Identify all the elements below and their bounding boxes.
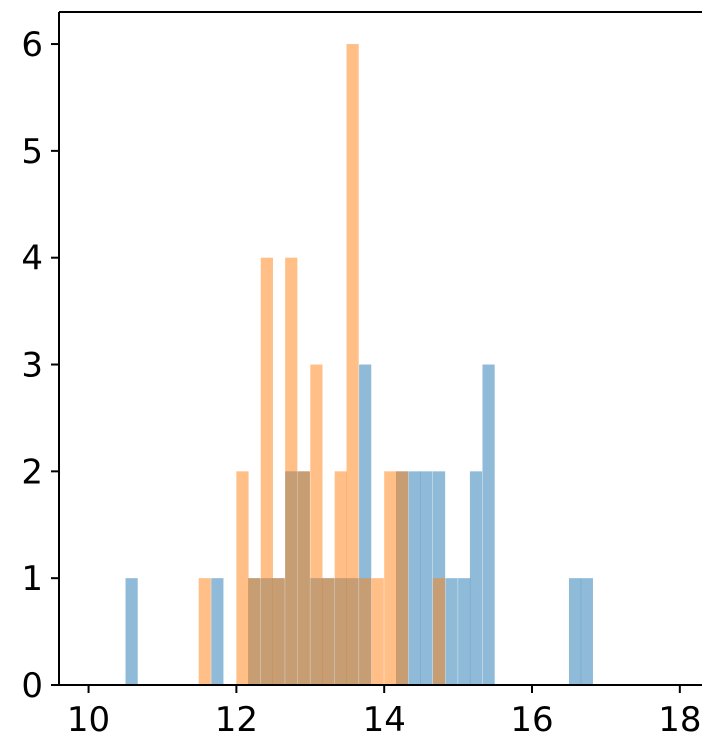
bar-orange-9 xyxy=(334,471,347,685)
bar-orange-11 xyxy=(359,578,372,685)
bar-orange-14 xyxy=(396,471,409,685)
y-axis-ticks: 0 1 2 3 4 5 6 xyxy=(21,25,59,706)
series-orange-bars xyxy=(198,44,446,686)
bar-orange-8 xyxy=(322,578,335,685)
bar-orange-0 xyxy=(198,578,211,685)
bar-orange-2 xyxy=(248,578,261,685)
x-tick-label: 12 xyxy=(215,700,258,740)
bar-orange-3 xyxy=(260,257,273,685)
x-tick-label: 10 xyxy=(67,700,110,740)
x-tick-label: 14 xyxy=(363,700,406,740)
bar-blue-17 xyxy=(458,578,471,685)
bar-orange-5 xyxy=(285,257,298,685)
bar-orange-1 xyxy=(236,471,249,685)
y-tick-label: 4 xyxy=(21,239,43,279)
x-axis-ticks: 10 12 14 16 18 xyxy=(67,685,701,740)
bar-blue-13 xyxy=(408,471,421,685)
y-tick-label: 2 xyxy=(21,452,43,492)
x-tick-label: 16 xyxy=(510,700,553,740)
bar-orange-4 xyxy=(272,578,285,685)
x-tick-label: 18 xyxy=(658,700,701,740)
bar-blue-19 xyxy=(482,364,495,685)
bar-blue-16 xyxy=(445,578,458,685)
bar-blue-21 xyxy=(580,578,593,685)
bar-blue-1 xyxy=(211,578,224,685)
bar-orange-6 xyxy=(297,471,310,685)
y-tick-label: 3 xyxy=(21,346,43,386)
bar-orange-12 xyxy=(371,578,384,685)
y-tick-label: 1 xyxy=(21,559,43,599)
y-tick-label: 6 xyxy=(21,25,43,65)
bar-blue-14 xyxy=(420,471,433,685)
bar-orange-13 xyxy=(384,471,397,685)
bar-blue-0 xyxy=(125,578,138,685)
bar-orange-7 xyxy=(310,364,323,685)
bar-blue-20 xyxy=(568,578,582,685)
bar-orange-10 xyxy=(346,44,359,686)
y-tick-label: 0 xyxy=(21,666,43,706)
bar-blue-18 xyxy=(469,471,483,685)
bar-orange-15 xyxy=(432,578,446,685)
y-tick-label: 5 xyxy=(21,132,43,172)
